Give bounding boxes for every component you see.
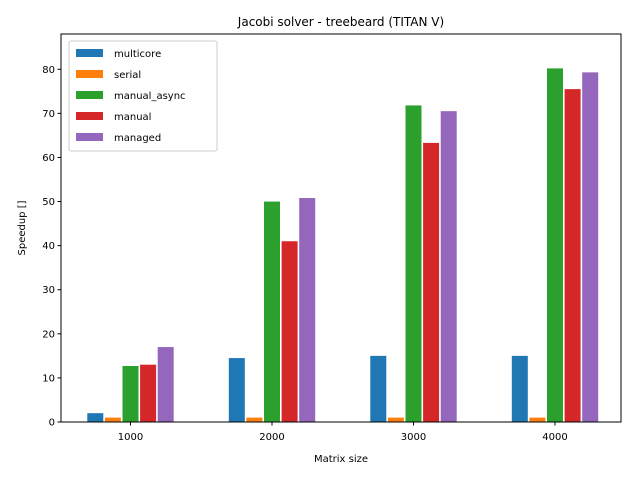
y-tick-label: 80 <box>42 65 55 76</box>
bars-group <box>87 68 599 423</box>
y-tick-label: 30 <box>42 285 55 296</box>
bar-manual-async-2000 <box>264 201 280 422</box>
legend-swatch-serial <box>76 70 103 78</box>
legend-label-serial: serial <box>114 70 141 81</box>
legend-swatch-manual-async <box>76 91 103 99</box>
bar-multicore-2000 <box>228 358 245 422</box>
y-tick-label: 70 <box>42 109 55 120</box>
x-axis-label: Matrix size <box>314 454 368 465</box>
bar-serial-2000 <box>246 417 263 422</box>
bar-serial-4000 <box>529 417 546 422</box>
y-axis-ticks: 0 10 20 30 40 50 60 70 80 <box>42 65 61 429</box>
y-tick-label: 40 <box>42 241 55 252</box>
x-tick-label: 2000 <box>259 432 284 443</box>
y-tick-label: 10 <box>42 373 55 384</box>
bar-manual-async-4000 <box>547 68 563 422</box>
y-axis-label: Speedup [] <box>17 200 28 255</box>
legend-label-multicore: multicore <box>114 49 161 60</box>
legend-swatch-managed <box>76 133 103 141</box>
legend-swatch-multicore <box>76 49 103 57</box>
bar-manual-async-1000 <box>122 366 139 422</box>
chart-title: Jacobi solver - treebeard (TITAN V) <box>237 15 444 29</box>
x-tick-label: 4000 <box>542 432 567 443</box>
legend-label-manual-async: manual_async <box>114 91 186 102</box>
x-axis-ticks: 1000 2000 3000 4000 <box>118 422 568 443</box>
bar-manual-2000 <box>281 241 298 422</box>
bar-multicore-1000 <box>87 413 104 422</box>
bar-manual-3000 <box>423 142 440 422</box>
legend-swatch-manual <box>76 112 103 120</box>
bar-multicore-4000 <box>511 355 528 422</box>
bar-manual-4000 <box>564 89 581 423</box>
bar-manual-async-3000 <box>405 105 422 423</box>
plot-frame <box>60 33 622 423</box>
bar-managed-4000 <box>582 72 599 423</box>
x-tick-label: 1000 <box>118 432 143 443</box>
legend-label-manual: manual <box>114 112 151 123</box>
legend-label-managed: managed <box>114 133 161 144</box>
bar-serial-1000 <box>104 417 121 422</box>
y-tick-label: 50 <box>42 197 55 208</box>
bar-serial-3000 <box>387 417 404 422</box>
bar-managed-2000 <box>299 198 316 422</box>
bar-managed-1000 <box>157 347 174 422</box>
bar-multicore-3000 <box>370 355 387 422</box>
y-tick-label: 60 <box>42 153 55 164</box>
bar-managed-3000 <box>440 111 457 422</box>
bar-manual-1000 <box>140 364 157 422</box>
legend-box <box>68 40 218 152</box>
y-tick-label: 20 <box>42 329 55 340</box>
x-tick-label: 3000 <box>401 432 426 443</box>
y-tick-label: 0 <box>49 418 55 429</box>
